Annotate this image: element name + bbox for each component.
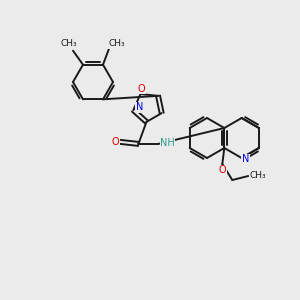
Text: NH: NH — [160, 138, 175, 148]
Text: N: N — [136, 102, 143, 112]
Text: O: O — [112, 137, 119, 147]
Text: N: N — [242, 154, 249, 164]
Text: O: O — [218, 165, 226, 175]
Text: CH₃: CH₃ — [249, 172, 266, 181]
Text: CH₃: CH₃ — [109, 39, 125, 48]
Text: CH₃: CH₃ — [61, 39, 77, 48]
Text: O: O — [138, 84, 145, 94]
